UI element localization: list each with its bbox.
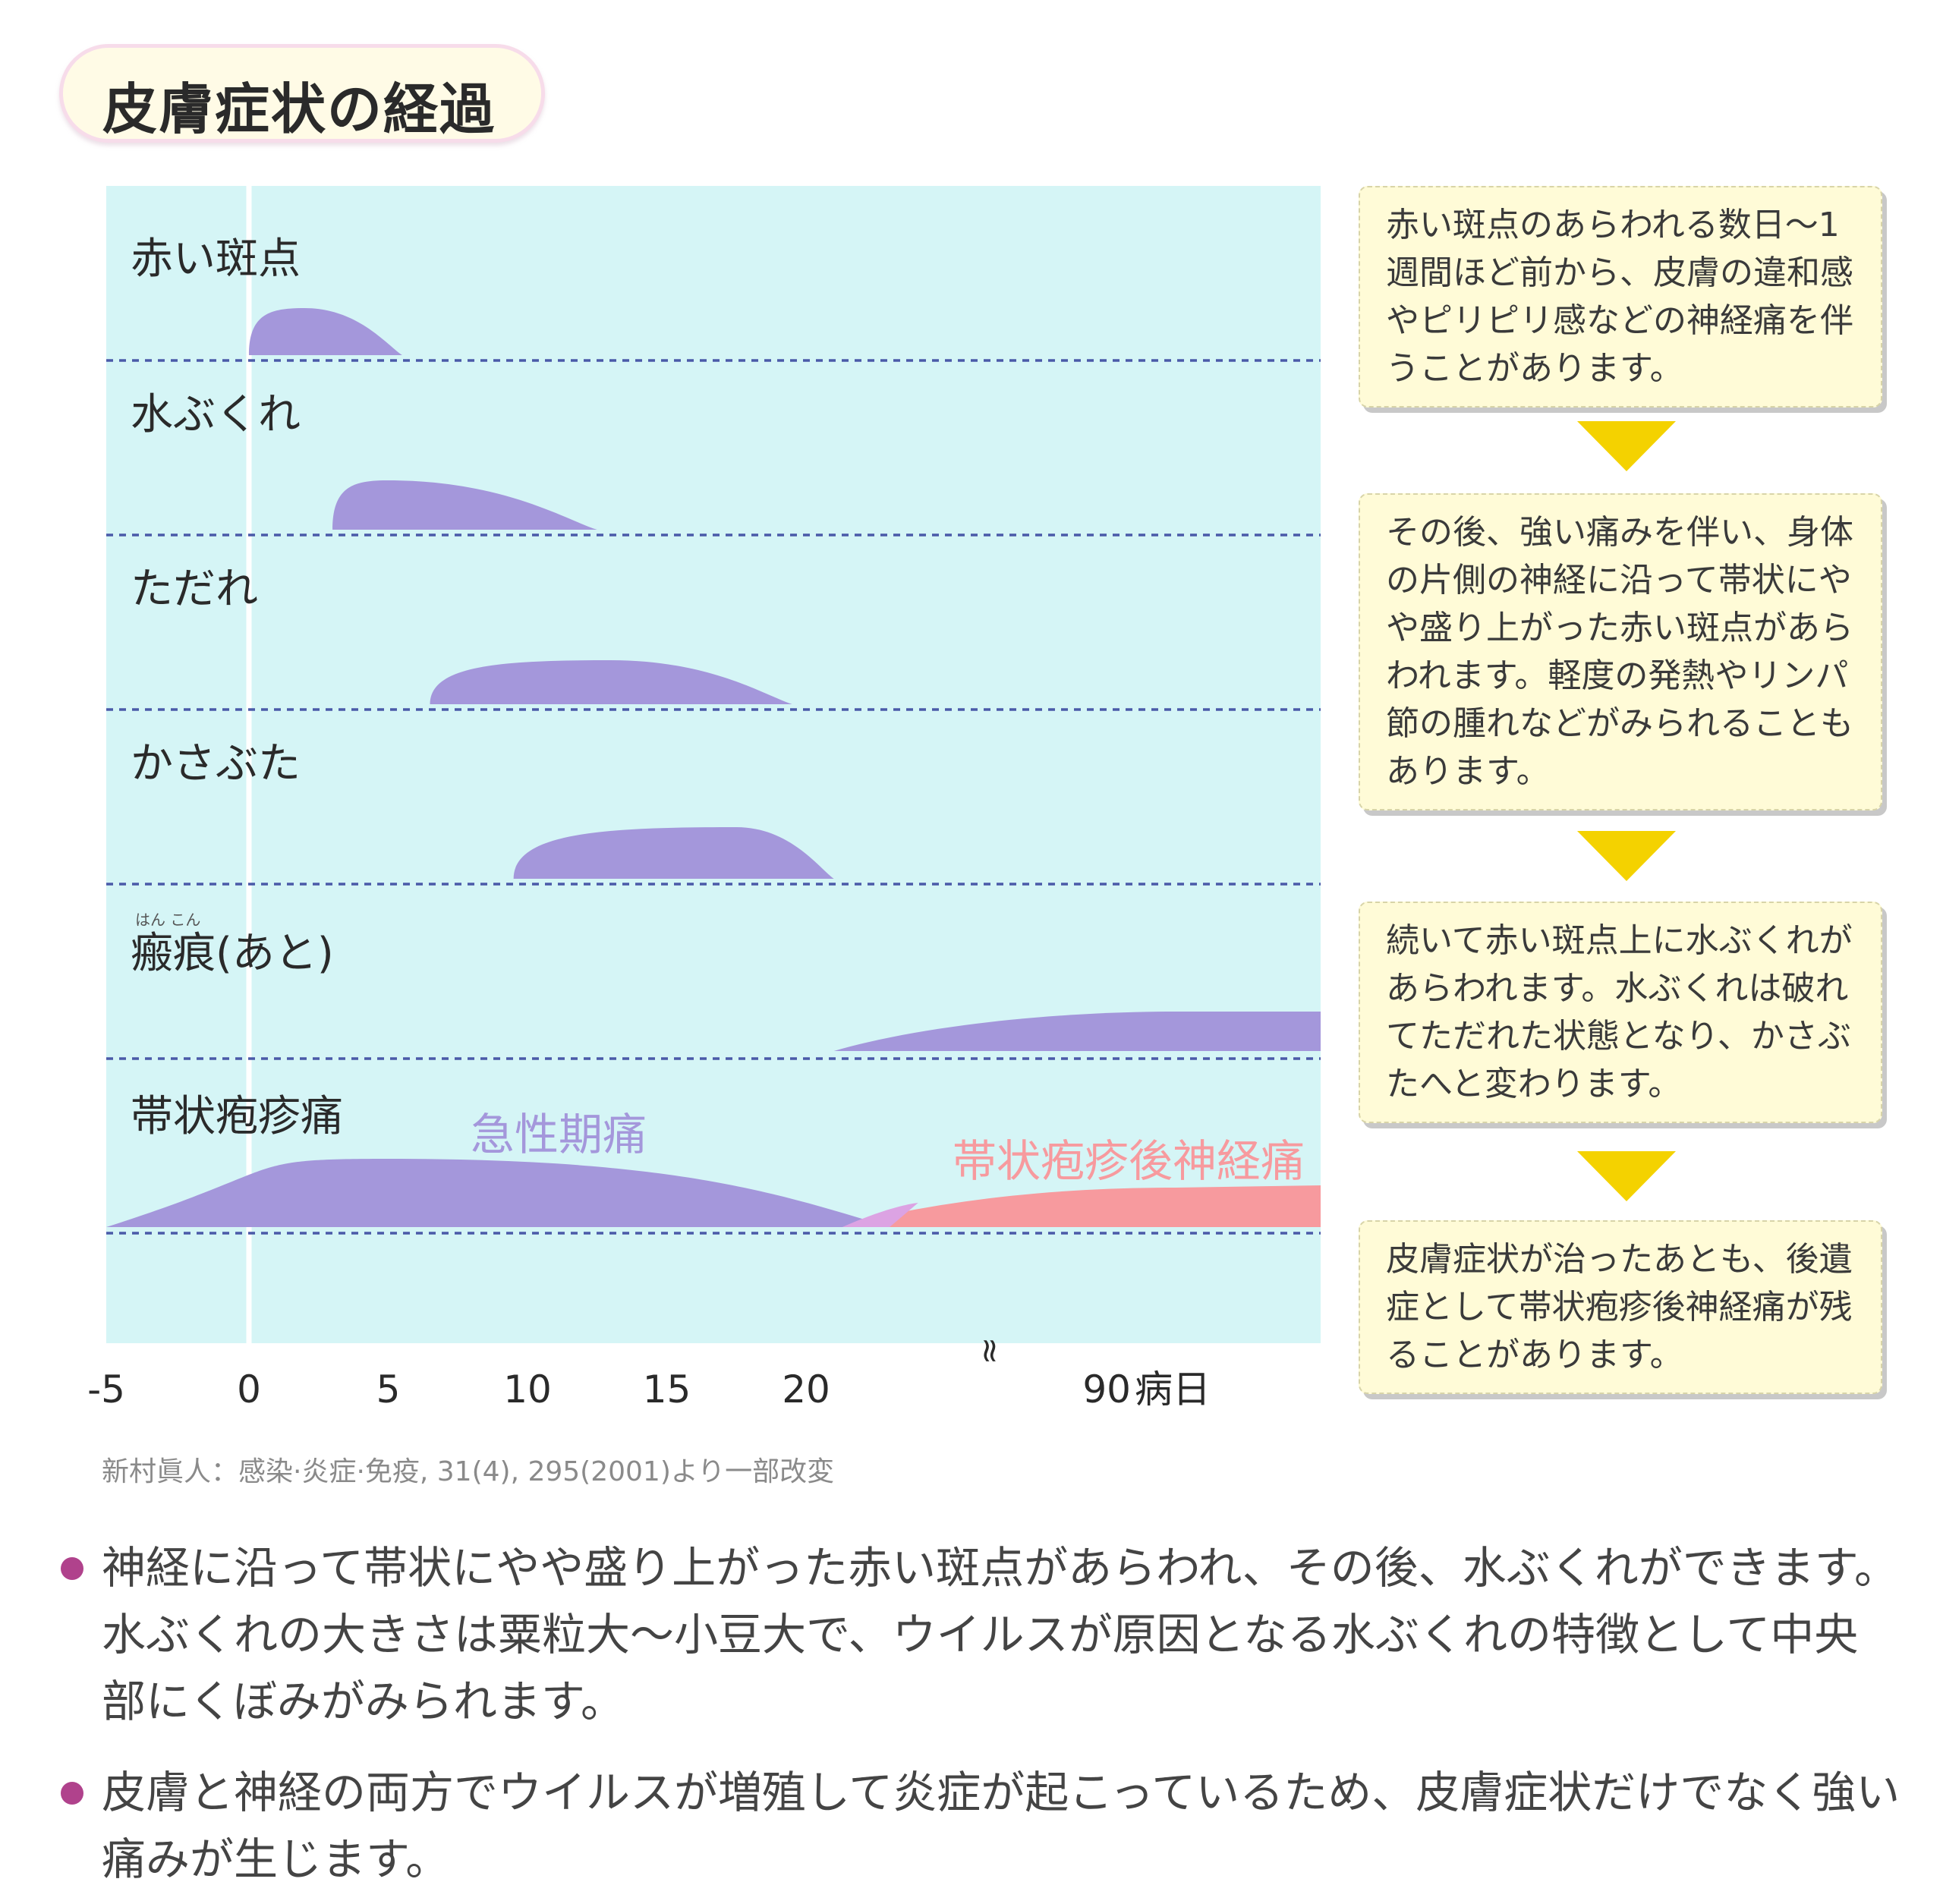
step-text-3: 続いて赤い斑点上に水ぶくれがあらわれます。水ぶくれは破れてただれた状態となり、か…	[1386, 921, 1853, 1103]
step-box-2: その後、強い痛みを伴い、身体の片側の神経に沿って帯状にやや盛り上がった赤い斑点が…	[1359, 493, 1882, 810]
x-tick-label: 0	[237, 1367, 261, 1411]
down-arrow-icon	[1577, 1151, 1676, 1201]
section-title: 皮膚症状の経過	[102, 77, 496, 141]
symptom-area-3	[430, 660, 792, 704]
row-label: 帯状疱疹痛	[131, 1092, 343, 1141]
bullet-dot-icon	[61, 1557, 83, 1580]
bullet-text: 皮膚と神経の両方でウイルスが増殖して炎症が起こっているため、皮膚症状だけでなく強…	[102, 1767, 1900, 1885]
x-tick-label: 20	[782, 1367, 830, 1411]
post-neuralgia-area	[833, 1185, 1321, 1227]
source-citation: 新村眞人：感染·炎症·免疫, 31(4), 295(2001)より一部改変	[102, 1456, 835, 1487]
row-label: ただれ	[131, 565, 258, 614]
series-label-acute: 急性期痛	[471, 1109, 647, 1160]
x-tick-label: 90	[1082, 1367, 1131, 1411]
series-label-post: 帯状疱疹後神経痛	[953, 1135, 1305, 1187]
row-label: 水ぶくれ	[131, 390, 301, 439]
scar-area	[833, 1012, 1321, 1051]
row-label: 瘢痕(あと)	[131, 929, 334, 978]
x-tick-label: 10	[503, 1367, 552, 1411]
x-axis-label: 病日	[1135, 1367, 1211, 1411]
step-text-4: 皮膚症状が治ったあとも、後遺症として帯状疱疹後神経痛が残ることがあります。	[1386, 1240, 1853, 1374]
symptom-area-2	[332, 480, 597, 530]
step-box-3: 続いて赤い斑点上に水ぶくれがあらわれます。水ぶくれは破れてただれた状態となり、か…	[1359, 902, 1882, 1123]
step-text-1: 赤い斑点のあらわれる数日～1週間ほど前から、皮膚の違和感やピリピリ感などの神経痛…	[1386, 206, 1853, 388]
down-arrow-icon	[1577, 831, 1676, 881]
row-label: かさぶた	[131, 739, 301, 788]
chart-background	[106, 186, 1321, 1343]
ruby-annotation: はん こん	[135, 911, 200, 929]
x-tick-label: -5	[87, 1367, 125, 1411]
x-tick-label: 15	[643, 1367, 691, 1411]
axis-break-icon: ≈	[971, 1337, 1009, 1365]
bullet-text: 神経に沿って帯状にやや盛り上がった赤い斑点があらわれ、その後、水ぶくれができます…	[102, 1542, 1898, 1727]
symptom-area-1	[249, 308, 402, 355]
section-title-pill: 皮膚症状の経過	[59, 44, 545, 143]
overlap-area	[842, 1203, 918, 1227]
down-arrow-icon	[1577, 421, 1676, 471]
x-tick-label: 5	[376, 1367, 401, 1411]
symptom-area-4	[513, 827, 834, 879]
step-text-2: その後、強い痛みを伴い、身体の片側の神経に沿って帯状にやや盛り上がった赤い斑点が…	[1386, 513, 1853, 791]
step-box-4: 皮膚症状が治ったあとも、後遺症として帯状疱疹後神経痛が残ることがあります。	[1359, 1220, 1882, 1394]
bullet-dot-icon	[61, 1782, 83, 1805]
row-label: 赤い斑点	[131, 234, 301, 284]
step-box-1: 赤い斑点のあらわれる数日～1週間ほど前から、皮膚の違和感やピリピリ感などの神経痛…	[1359, 186, 1882, 408]
acute-pain-area	[106, 1159, 890, 1227]
